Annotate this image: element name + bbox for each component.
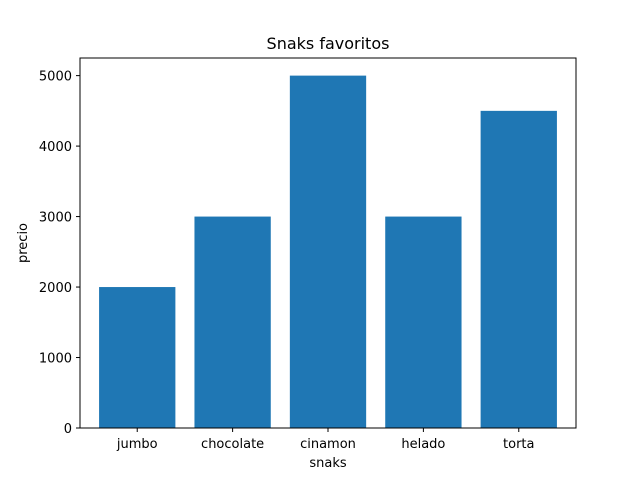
chart-title: Snaks favoritos: [267, 34, 390, 53]
y-tick-label-4000: 4000: [39, 140, 72, 155]
bar-helado: [385, 216, 462, 428]
x-axis-label: snaks: [309, 456, 347, 471]
y-axis-ticks: 0 1000 2000 3000 4000 5000: [39, 70, 80, 437]
bar-torta: [480, 110, 557, 428]
y-axis-label: precio: [16, 223, 31, 263]
x-tick-label-torta: torta: [503, 437, 534, 452]
y-tick-label-5000: 5000: [39, 70, 72, 85]
x-tick-label-jumbo: jumbo: [116, 437, 158, 452]
x-tick-label-chocolate: chocolate: [201, 437, 264, 452]
y-tick-label-2000: 2000: [39, 281, 72, 296]
bar-jumbo: [99, 287, 176, 428]
y-tick-label-3000: 3000: [39, 211, 72, 226]
bar-cinamon: [289, 75, 367, 428]
x-axis-ticks: jumbo chocolate cinamon helado torta: [116, 428, 535, 452]
bar-chocolate: [194, 216, 271, 428]
bars-group: [99, 75, 557, 428]
x-tick-label-helado: helado: [401, 437, 445, 452]
y-tick-label-1000: 1000: [39, 352, 72, 367]
plot-frame: [79, 57, 577, 429]
x-tick-label-cinamon: cinamon: [300, 437, 356, 452]
y-tick-label-0: 0: [64, 422, 72, 437]
